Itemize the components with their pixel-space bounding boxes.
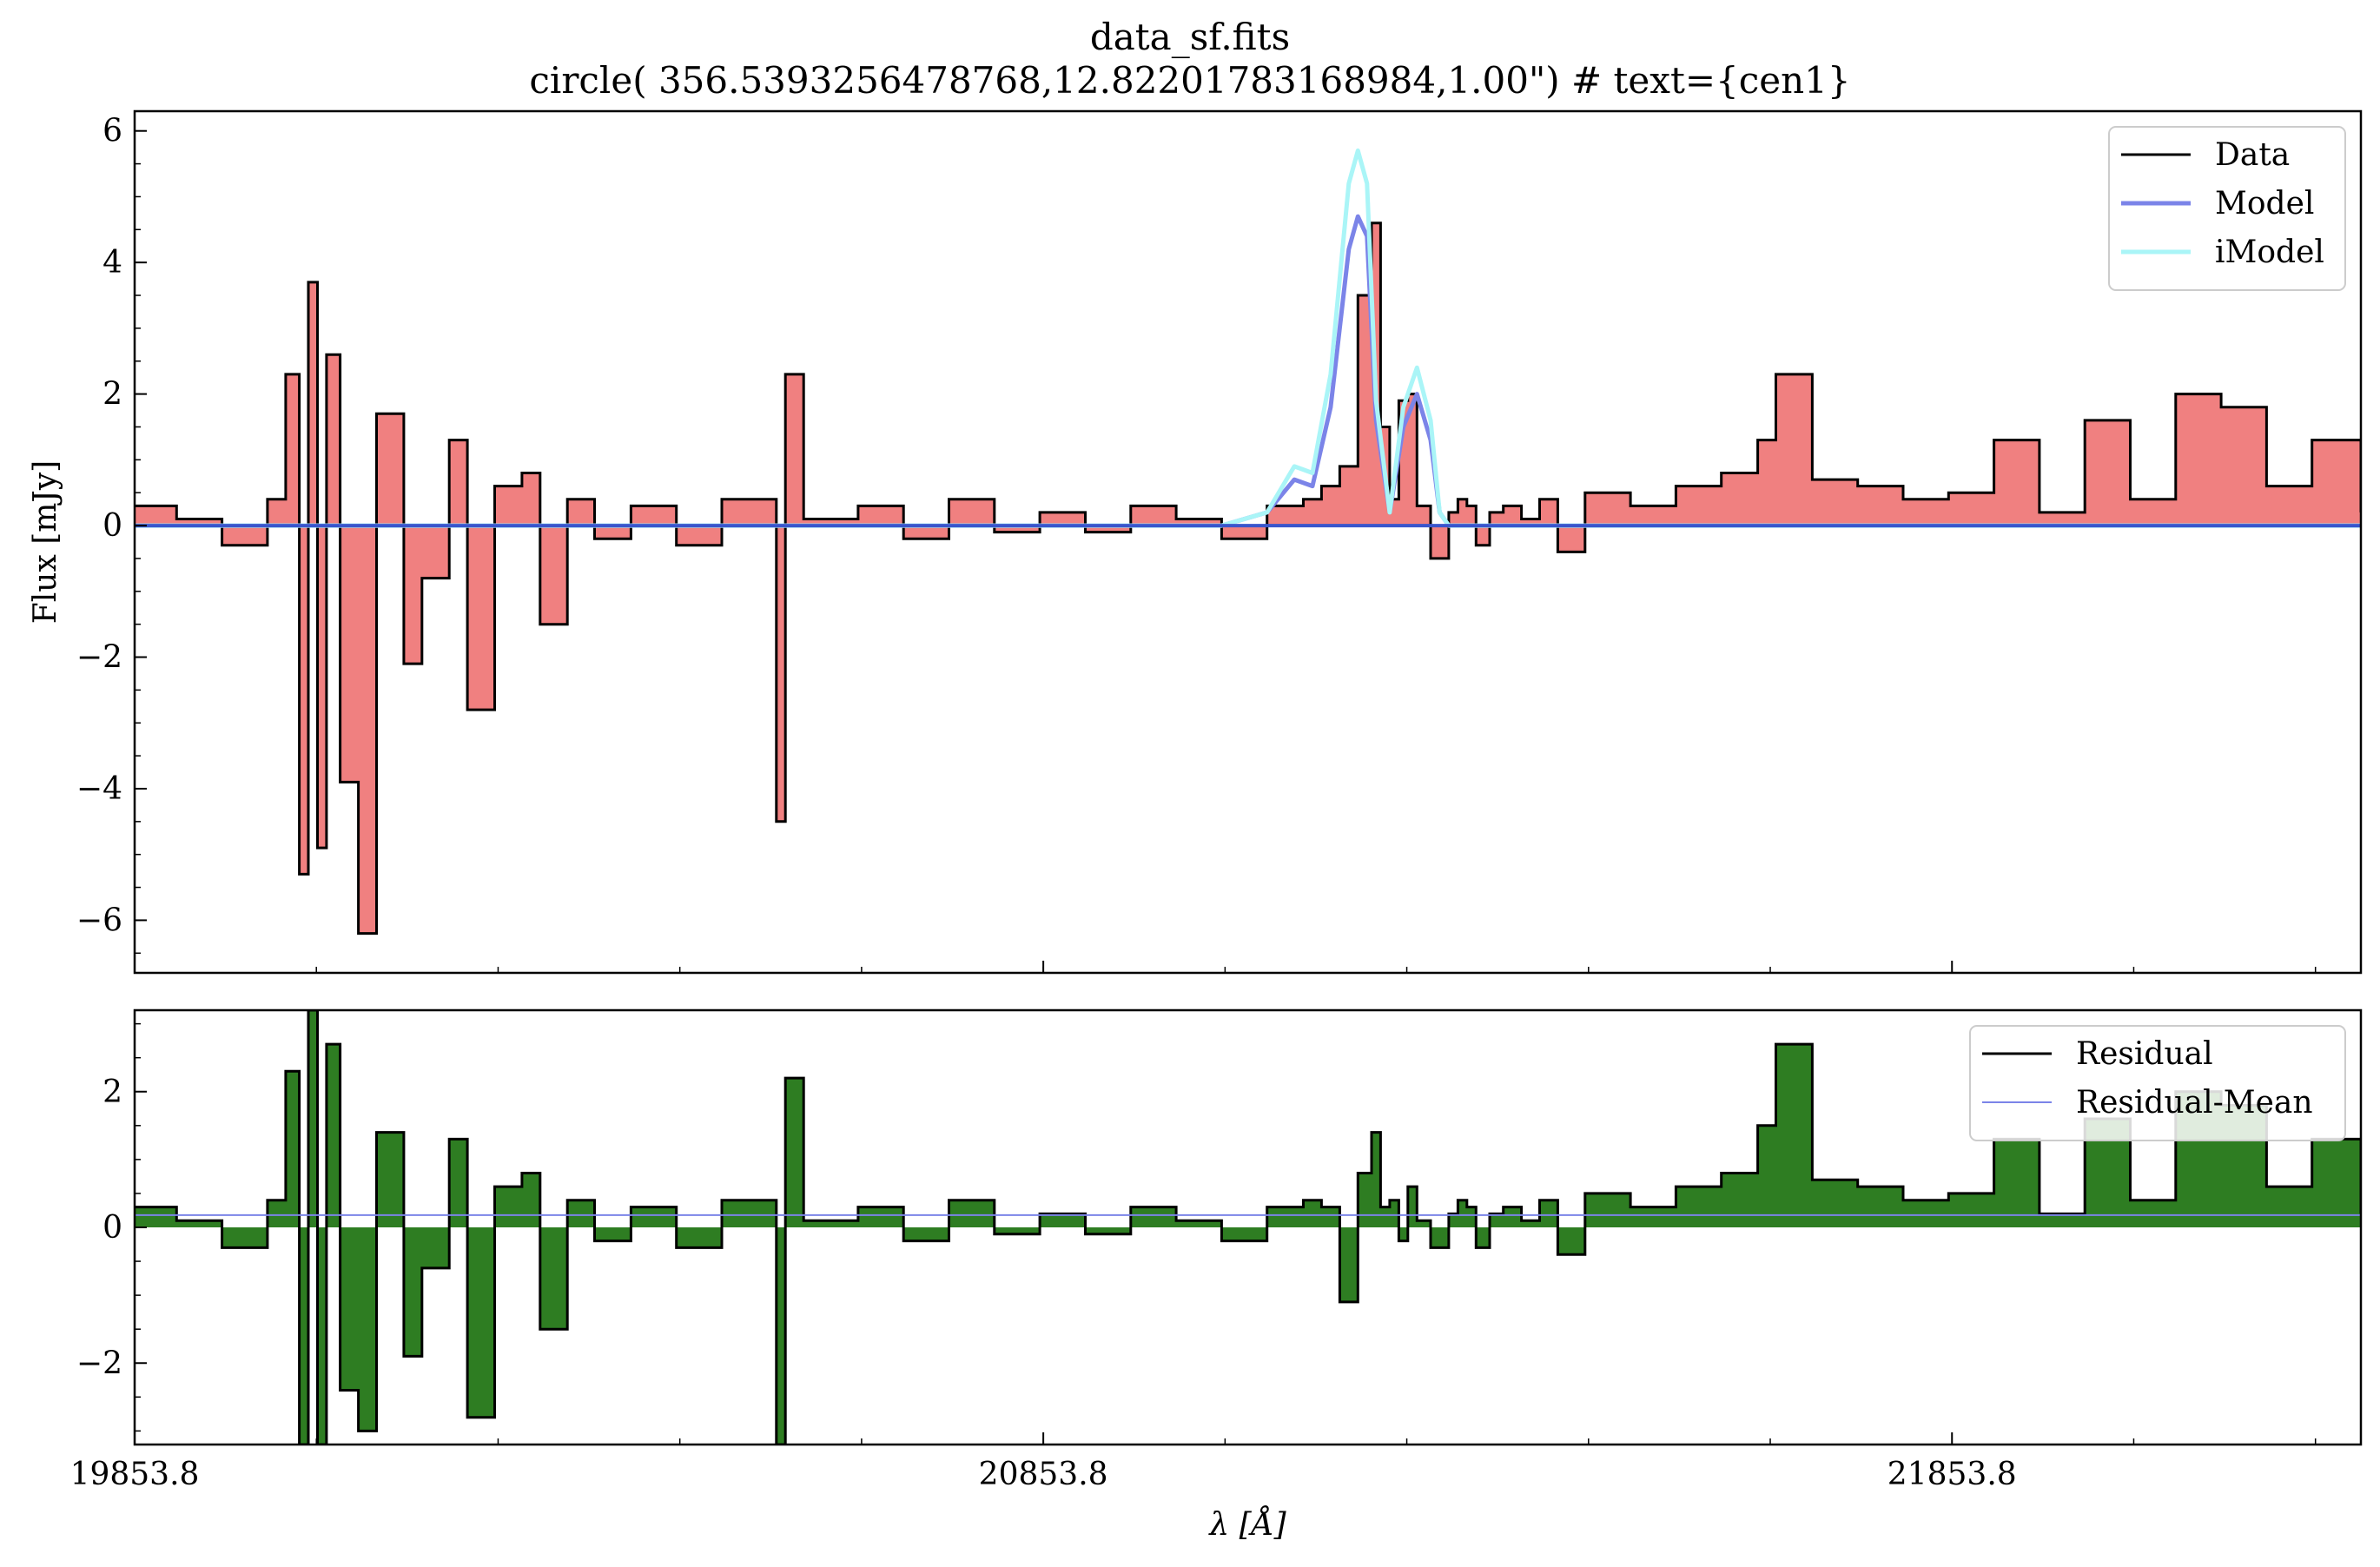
legend-box xyxy=(2108,126,2346,291)
y-tick-label: −2 xyxy=(76,640,122,676)
series-imodel xyxy=(135,148,2361,528)
legend-box xyxy=(1969,1025,2346,1141)
x-tick-label: 20853.8 xyxy=(979,1457,1108,1492)
legend-label-data: Data xyxy=(2215,137,2290,173)
plot-area xyxy=(135,1010,2361,1445)
y-tick-label: 2 xyxy=(102,1074,122,1110)
Data-fill xyxy=(135,222,2361,934)
x-tick-label: 21853.8 xyxy=(1887,1457,2017,1492)
series-residual xyxy=(135,1010,2361,1445)
y-tick-label: 0 xyxy=(102,1210,122,1246)
Residual-fill xyxy=(135,1010,2361,1445)
y-tick-label: −4 xyxy=(76,771,122,807)
axes-frame xyxy=(133,109,2363,975)
y-tick-label: 0 xyxy=(102,508,122,544)
chart-subtitle: circle( 356.5393256478768,12.82201783168… xyxy=(529,59,1851,102)
plot-area xyxy=(135,148,2361,936)
legend-label-residual-mean: Residual-Mean xyxy=(2076,1085,2313,1121)
chart-title: data_sf.fits xyxy=(1089,16,1291,58)
panel-spectrum: 6 4 2 0 −2 −4 −6 Flux [mJy] Data Model iModel xyxy=(28,109,2363,975)
legend: Data Model iModel xyxy=(2108,126,2346,291)
y-tick-label: −2 xyxy=(76,1346,122,1381)
series-data xyxy=(135,221,2361,936)
y-tick-label: 2 xyxy=(102,377,122,413)
y-tick-label: 4 xyxy=(102,245,122,281)
legend: Residual Residual-Mean xyxy=(1969,1025,2346,1141)
x-tick-label: 19853.8 xyxy=(70,1457,200,1492)
legend-label-residual: Residual xyxy=(2076,1036,2213,1072)
y-axis-label: Flux [mJy] xyxy=(28,460,63,624)
y-tick-label: 6 xyxy=(102,114,122,149)
x-axis-label: λ [Å] xyxy=(1207,1506,1286,1543)
y-tick-label: −6 xyxy=(76,903,122,938)
legend-label-imodel: iModel xyxy=(2215,235,2324,270)
legend-label-model: Model xyxy=(2215,186,2314,221)
